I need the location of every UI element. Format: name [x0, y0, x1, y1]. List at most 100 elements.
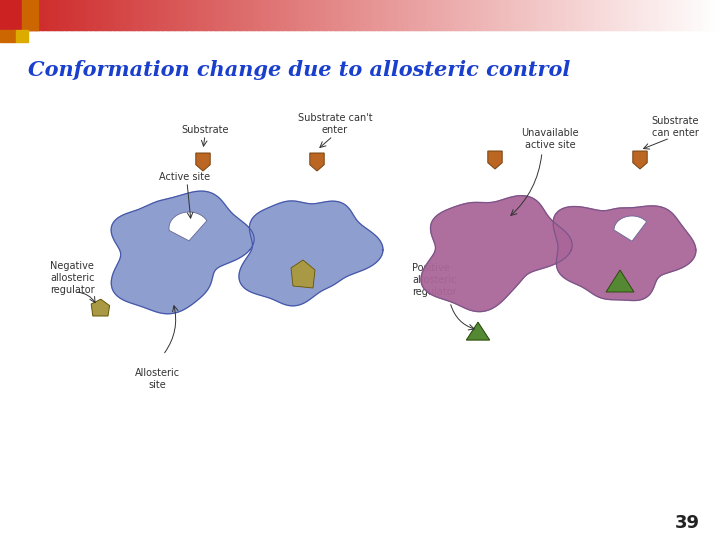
Bar	[473, 0, 476, 30]
Bar	[290, 0, 294, 30]
Bar	[562, 0, 565, 30]
Bar	[288, 0, 292, 30]
Bar	[595, 0, 598, 30]
Bar	[523, 0, 526, 30]
Bar	[715, 0, 719, 30]
Bar	[156, 0, 159, 30]
Bar	[564, 0, 567, 30]
Bar	[300, 0, 303, 30]
Bar	[369, 0, 373, 30]
Bar	[63, 0, 66, 30]
Bar	[185, 0, 188, 30]
Polygon shape	[606, 270, 634, 292]
Bar	[626, 0, 630, 30]
Bar	[24, 0, 27, 30]
Bar	[518, 0, 522, 30]
Bar	[410, 0, 414, 30]
Bar	[264, 0, 267, 30]
Bar	[117, 0, 121, 30]
Bar	[130, 0, 133, 30]
Bar	[245, 0, 248, 30]
Bar	[17, 0, 20, 30]
Bar	[509, 0, 512, 30]
Bar	[29, 0, 32, 30]
Bar	[173, 0, 176, 30]
Bar	[711, 0, 714, 30]
Bar	[403, 0, 407, 30]
Bar	[9, 0, 13, 30]
Bar	[682, 0, 685, 30]
Bar	[295, 0, 299, 30]
Text: Substrate: Substrate	[181, 125, 229, 135]
Bar	[425, 0, 428, 30]
Bar	[653, 0, 656, 30]
Bar	[22, 0, 25, 30]
Bar	[585, 0, 589, 30]
Bar	[137, 0, 140, 30]
Bar	[454, 0, 457, 30]
Text: Allosteric
site: Allosteric site	[135, 368, 179, 389]
Polygon shape	[633, 151, 647, 169]
Bar	[315, 0, 318, 30]
Bar	[324, 0, 328, 30]
Bar	[545, 0, 548, 30]
Bar	[504, 0, 508, 30]
Bar	[297, 0, 301, 30]
Bar	[72, 0, 76, 30]
Bar	[319, 0, 323, 30]
Bar	[322, 0, 325, 30]
Bar	[247, 0, 251, 30]
Polygon shape	[421, 195, 572, 312]
Bar	[144, 0, 148, 30]
Bar	[427, 0, 431, 30]
Bar	[686, 0, 690, 30]
Bar	[547, 0, 551, 30]
Bar	[521, 0, 524, 30]
Bar	[624, 0, 627, 30]
Bar	[58, 0, 61, 30]
Bar	[132, 0, 135, 30]
Bar	[182, 0, 186, 30]
Bar	[698, 0, 702, 30]
Bar	[202, 0, 205, 30]
Bar	[336, 0, 339, 30]
Bar	[578, 0, 582, 30]
Bar	[0, 30, 16, 42]
Bar	[31, 0, 35, 30]
Bar	[362, 0, 366, 30]
Bar	[516, 0, 519, 30]
Bar	[490, 0, 493, 30]
Bar	[696, 0, 699, 30]
Bar	[451, 0, 454, 30]
Bar	[16, 30, 28, 42]
Bar	[629, 0, 632, 30]
Bar	[355, 0, 359, 30]
Bar	[211, 0, 215, 30]
Bar	[641, 0, 644, 30]
Bar	[502, 0, 505, 30]
Bar	[549, 0, 553, 30]
Bar	[631, 0, 634, 30]
Bar	[531, 0, 534, 30]
Bar	[5, 0, 8, 30]
Bar	[261, 0, 265, 30]
Bar	[89, 0, 92, 30]
Bar	[283, 0, 287, 30]
Bar	[302, 0, 306, 30]
Bar	[655, 0, 659, 30]
Bar	[603, 0, 606, 30]
Bar	[351, 0, 354, 30]
Bar	[2, 0, 6, 30]
Bar	[667, 0, 670, 30]
Bar	[259, 0, 263, 30]
Bar	[607, 0, 611, 30]
Polygon shape	[291, 260, 315, 288]
Bar	[691, 0, 695, 30]
Bar	[45, 0, 49, 30]
Bar	[662, 0, 666, 30]
Bar	[194, 0, 198, 30]
Bar	[310, 0, 313, 30]
Bar	[207, 0, 210, 30]
Bar	[713, 0, 716, 30]
Bar	[168, 0, 171, 30]
